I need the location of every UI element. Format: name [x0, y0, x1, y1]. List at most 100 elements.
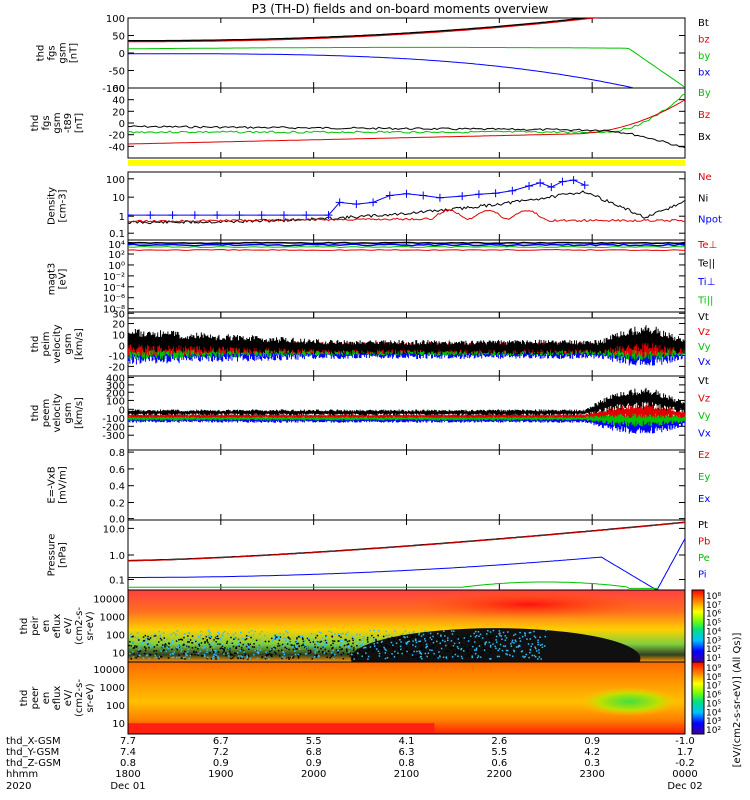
npot-marker: [190, 211, 199, 220]
panel2-series: [128, 93, 685, 149]
legend-Npot: Npot: [698, 215, 722, 226]
series-Vt: [128, 325, 685, 355]
series-Pe: [128, 581, 660, 590]
npot-marker: [168, 211, 177, 220]
plot-title: P3 (TH-D) fields and on-board moments ov…: [252, 2, 549, 16]
y-tick-label: 100: [106, 14, 125, 25]
y-axis-label: (cm2-s-: [74, 679, 85, 717]
y-axis-label: gsm: [52, 112, 63, 133]
y-tick-label: 0.1: [109, 229, 125, 240]
x-axis-y-value: 1.7: [677, 747, 693, 758]
x-axis-z-value: -0.2: [675, 758, 695, 769]
x-axis-y-value: 4.2: [584, 747, 600, 758]
panel-frame: [127, 449, 686, 521]
y-axis-label: magt3: [47, 263, 58, 296]
y-axis-label: eflux: [52, 686, 63, 711]
series-Pt: [128, 521, 685, 562]
x-axis-hhmm-value: 1900: [208, 769, 233, 780]
legend-Vx: Vx: [698, 357, 711, 368]
x-axis-date: Dec 01: [110, 781, 145, 792]
panel-frame: [127, 239, 686, 319]
y-tick-label: 10.0: [103, 524, 125, 535]
legend-Pi: Pi: [698, 570, 707, 581]
series-Vt: [128, 387, 685, 416]
x-axis-x-value: 2.6: [491, 736, 507, 747]
panel3-series: [128, 176, 685, 225]
series-Bt: [128, 18, 593, 42]
colorbar-tick-label: 10³: [706, 636, 721, 646]
y-tick-label: 10⁴: [108, 240, 125, 251]
series-Ne: [128, 209, 685, 223]
series-Bx: [128, 125, 685, 149]
y-axis-label: thd: [30, 115, 41, 132]
legend-Pe: Pe: [698, 553, 710, 564]
legend-Bz: Bz: [698, 110, 710, 121]
y-tick-label: 0: [119, 119, 125, 130]
y-axis-label: en: [41, 692, 52, 705]
legend-Vt: Vt: [698, 376, 709, 387]
y-tick-label: 10000: [93, 665, 125, 676]
y-tick-label: 1: [119, 212, 125, 223]
npot-marker: [146, 211, 155, 220]
colorbar-tick-label: 10⁷: [706, 601, 721, 611]
y-tick-label: 10000: [93, 595, 125, 606]
colorbar-label: [eV/(cm2-s-sr-eV)] (All Qs)]: [732, 632, 743, 767]
y-axis-label: thd: [30, 336, 41, 353]
legend-Te⊥: Te⊥: [697, 240, 717, 251]
y-tick-label: 0.4: [109, 482, 125, 493]
npot-marker: [235, 211, 244, 220]
colorbar-tick-label: 10⁸: [706, 673, 721, 683]
npot-marker: [324, 211, 333, 220]
panel-frame: [127, 17, 686, 89]
x-axis-hhmm-value: 2000: [301, 769, 326, 780]
y-tick-label: 1000: [100, 613, 125, 624]
x-axis-labels: thd_X-GSMthd_Y-GSMthd_Z-GSMhhmm20207.77.…: [6, 736, 703, 792]
legend-Ez: Ez: [698, 450, 710, 461]
y-axis-label: gsm: [63, 402, 74, 423]
y-axis-label: fgs: [41, 115, 52, 130]
quality-flag-bar: [128, 160, 685, 166]
y-axis-label: sr-eV): [85, 683, 96, 712]
y-tick-label: -10: [109, 352, 125, 363]
panel5-series: [128, 325, 685, 366]
y-tick-label: 10⁻²: [103, 272, 125, 283]
y-axis-label: [cm-3]: [58, 189, 69, 222]
npot-marker: [257, 211, 266, 220]
y-tick-label: 20: [112, 320, 125, 331]
npot-marker: [279, 211, 288, 220]
colorbar-tick-label: 10⁹: [706, 664, 721, 674]
y-axis-label: [nT]: [69, 43, 80, 63]
legend-Vt: Vt: [698, 312, 709, 323]
y-axis-label: [km/s]: [74, 328, 85, 360]
y-tick-label: 0.2: [109, 499, 125, 510]
x-axis-x-value: 7.7: [120, 736, 136, 747]
legend-Pb: Pb: [698, 537, 710, 548]
series-Te||: [127, 241, 686, 245]
series-Ti-perp: [127, 243, 686, 247]
x-axis-z-value: 0.9: [306, 758, 322, 769]
legend-bz: bz: [698, 35, 710, 46]
y-axis-label: eflux: [52, 614, 63, 639]
legend-by: by: [698, 51, 710, 62]
series-Te-perp: [127, 248, 686, 252]
legend-Vz: Vz: [698, 327, 710, 338]
ion-noise-speckle-blue: [129, 629, 547, 660]
colorbar-tick-label: 10⁴: [706, 627, 721, 637]
panel-p7: 0.8 0.6 0.4 0.2 0.0 E=-VxB [mV/m] Ez Ey Ex: [47, 448, 711, 525]
x-axis-z-value: 0.8: [399, 758, 415, 769]
row-label: thd_Z-GSM: [6, 758, 61, 769]
y-axis-label: [mV/m]: [58, 466, 69, 504]
y-tick-label: 100: [106, 396, 125, 407]
x-axis-hhmm-value: 2300: [579, 769, 604, 780]
y-tick-label: 0.6: [109, 465, 125, 476]
x-axis-z-value: 0.8: [120, 758, 136, 769]
x-axis-hhmm-value: 0000: [672, 769, 697, 780]
y-tick-label: 40: [112, 96, 125, 107]
colorbar-tick-label: 10⁵: [706, 699, 721, 709]
series-Bz: [128, 99, 685, 145]
y-tick-label: 30: [112, 309, 125, 320]
